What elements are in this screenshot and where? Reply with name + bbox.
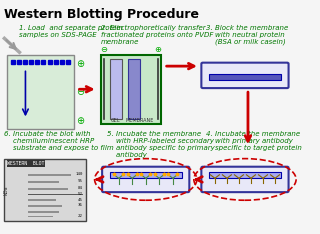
FancyBboxPatch shape <box>102 167 189 192</box>
Bar <box>28 199 55 201</box>
Text: GEL: GEL <box>111 118 120 123</box>
Bar <box>110 172 182 178</box>
Text: 52: 52 <box>77 192 83 196</box>
Text: 6. Incubate the blot with
    chemiluminescent HRP
    substrate and expose to f: 6. Incubate the blot with chemiluminesce… <box>4 131 114 151</box>
Text: WESTERN  BLOT: WESTERN BLOT <box>7 161 45 166</box>
Text: ⊕: ⊕ <box>154 45 161 54</box>
Text: Western Blotting Procedure: Western Blotting Procedure <box>4 8 199 21</box>
Bar <box>28 205 61 207</box>
Bar <box>110 59 122 119</box>
Bar <box>209 74 281 80</box>
FancyBboxPatch shape <box>201 167 289 192</box>
Text: 3. Block the membrane
    with neutral protein
    (BSA or milk casein): 3. Block the membrane with neutral prote… <box>206 25 288 45</box>
Text: 36: 36 <box>77 203 83 207</box>
Bar <box>28 188 68 190</box>
Bar <box>4 159 85 221</box>
Text: ⊖: ⊖ <box>100 45 107 54</box>
Text: ⊕: ⊕ <box>76 59 85 69</box>
Text: 84: 84 <box>77 186 83 190</box>
Text: 2. Electrophoretically transfer
fractionated proteins onto PVDF
membrane: 2. Electrophoretically transfer fraction… <box>100 25 213 45</box>
Text: ⊖: ⊖ <box>76 87 85 97</box>
Text: 1. Load  and separate protein
samples on SDS-PAGE: 1. Load and separate protein samples on … <box>20 25 124 38</box>
Bar <box>28 174 70 176</box>
Bar <box>7 55 74 128</box>
Bar <box>28 181 59 183</box>
Text: 22: 22 <box>77 214 83 218</box>
Bar <box>28 194 83 195</box>
Text: 4. Incubate the membrane
    with primary antibody
    specific to target protei: 4. Incubate the membrane with primary an… <box>206 131 302 151</box>
Bar <box>128 59 140 119</box>
Text: ⊕: ⊕ <box>76 116 85 126</box>
Bar <box>209 172 281 178</box>
Text: 45: 45 <box>77 197 83 201</box>
FancyBboxPatch shape <box>201 63 289 88</box>
Bar <box>28 216 52 217</box>
Text: kDa: kDa <box>4 185 8 195</box>
Text: 95: 95 <box>77 179 83 183</box>
Text: 5. Incubate the membrane
    with HRP-labeled secondary
    antibody specific to: 5. Incubate the membrane with HRP-labele… <box>107 131 214 158</box>
Text: 140: 140 <box>75 172 83 176</box>
Bar <box>28 211 59 213</box>
Bar <box>100 55 161 124</box>
Text: MEMBRANE: MEMBRANE <box>125 118 154 123</box>
